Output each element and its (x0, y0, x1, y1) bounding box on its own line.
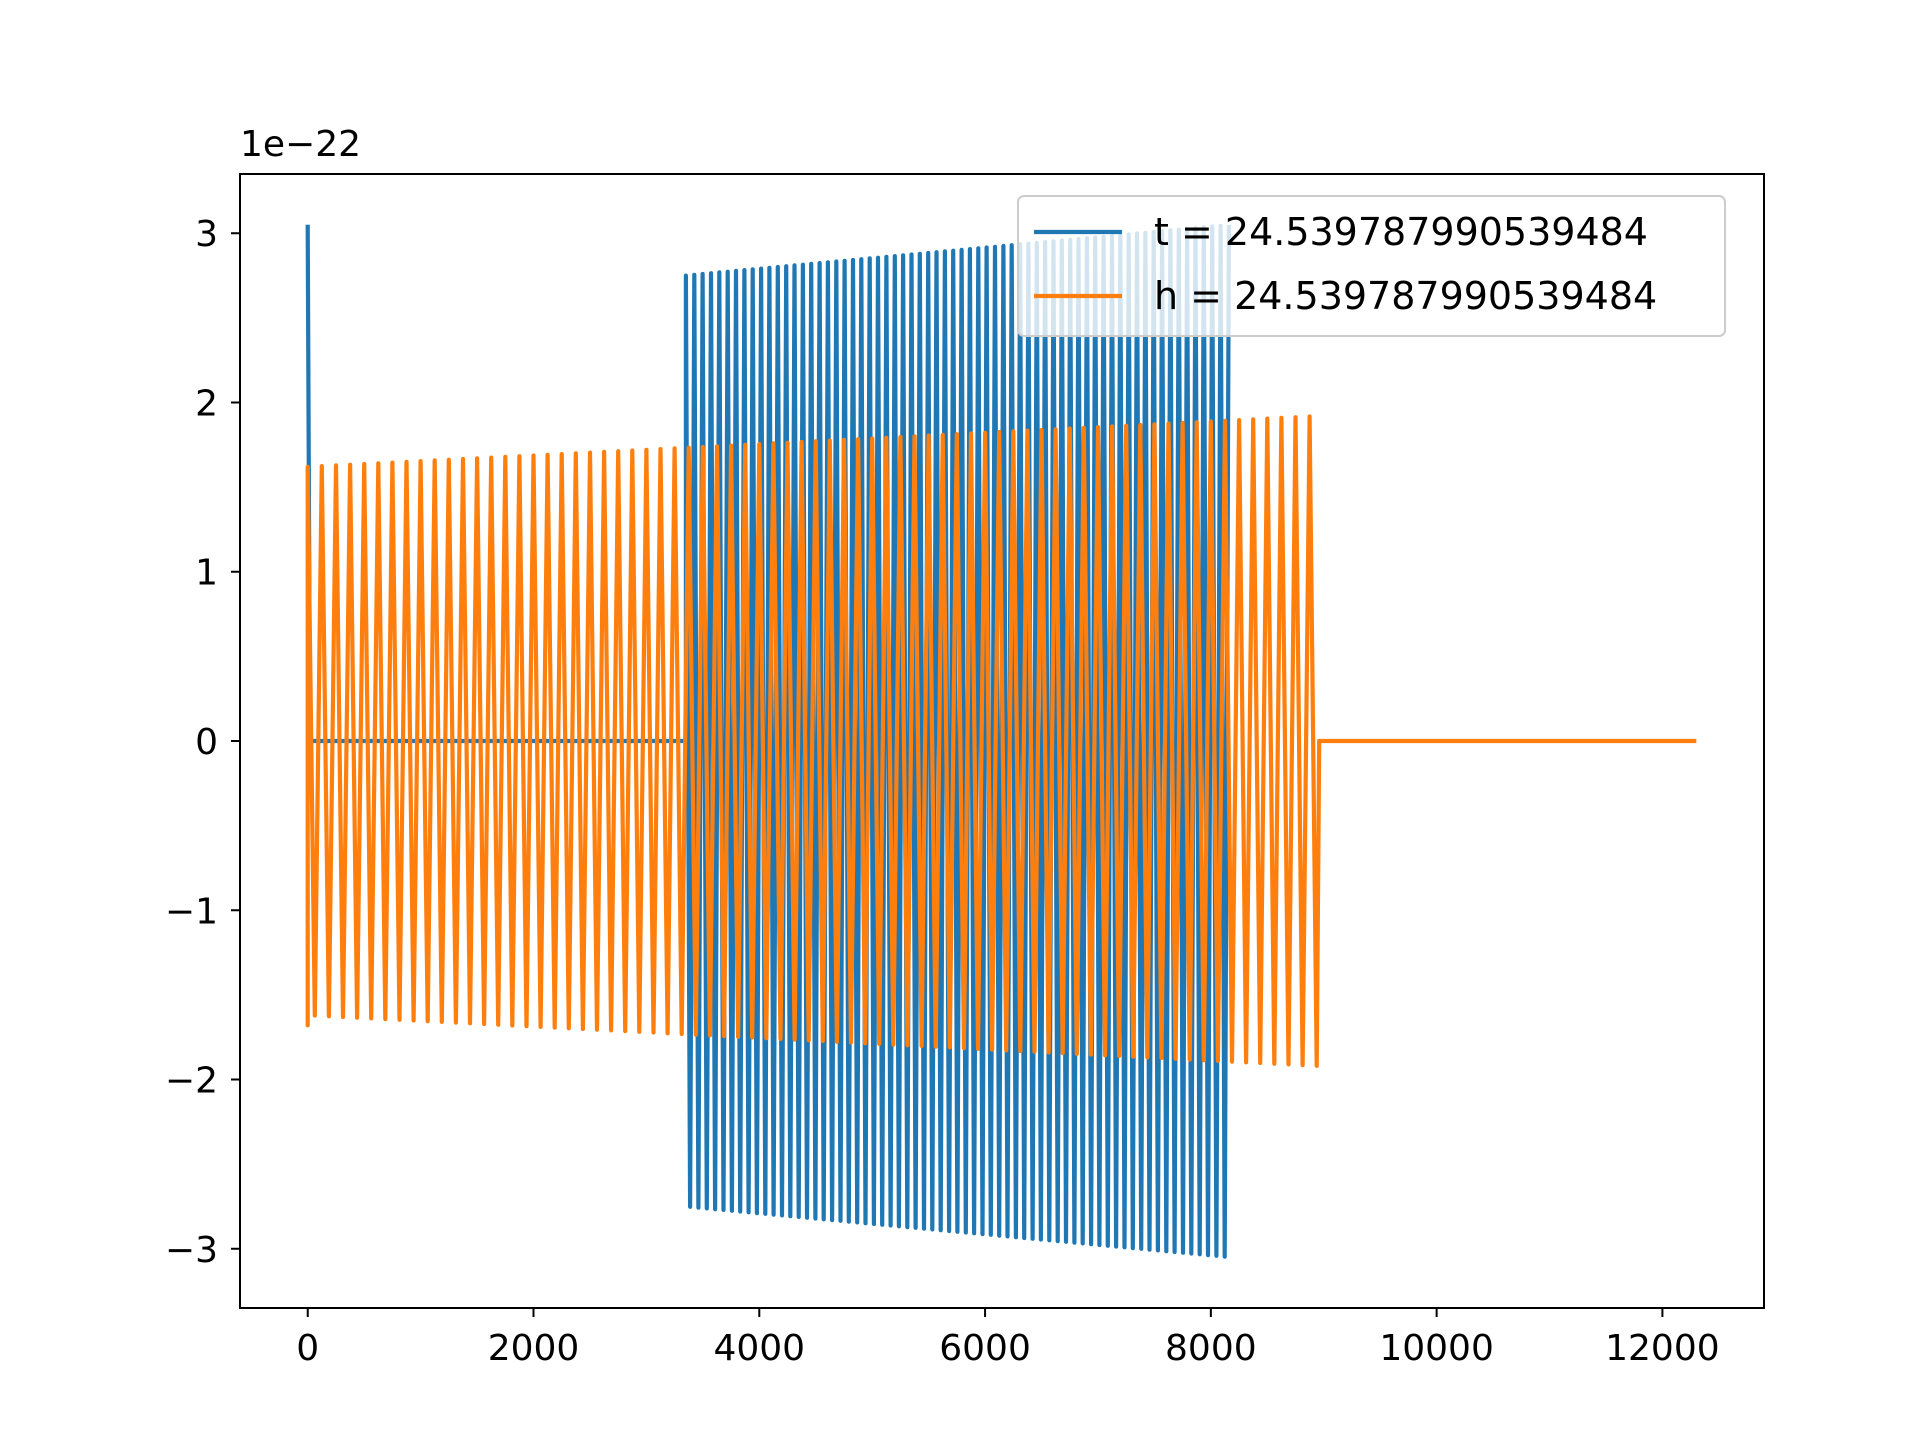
y-tick-label: −3 (165, 1230, 218, 1271)
legend-box (1017, 195, 1726, 337)
y-offset-label: 1e−22 (240, 124, 361, 165)
legend: t = 24.539787990539484 h = 24.53978799053… (1017, 195, 1726, 337)
y-tick-label: 1 (195, 553, 218, 594)
x-tick-label: 0 (296, 1328, 319, 1369)
y-tick-label: −2 (165, 1061, 218, 1102)
series-line-t (305, 223, 1231, 1259)
x-tick-label: 8000 (1165, 1328, 1257, 1369)
x-tick-label: 4000 (713, 1328, 805, 1369)
legend-label: t = 24.539787990539484 (1154, 210, 1648, 254)
series-layer (305, 223, 1697, 1259)
x-tick-label: 12000 (1605, 1328, 1720, 1369)
y-tick-label: 2 (195, 383, 218, 424)
x-tick-label: 10000 (1379, 1328, 1494, 1369)
x-tick-label: 2000 (488, 1328, 580, 1369)
y-tick-label: 0 (195, 722, 218, 763)
y-axis: −3 −2 −1 0 1 2 3 (165, 214, 240, 1271)
x-tick-label: 6000 (939, 1328, 1031, 1369)
x-axis: 0 2000 4000 6000 8000 10000 12000 (296, 1308, 1720, 1369)
y-tick-label: −1 (165, 891, 218, 932)
legend-label: h = 24.539787990539484 (1154, 274, 1657, 318)
series-line-h (305, 414, 1697, 1068)
y-tick-label: 3 (195, 214, 218, 255)
